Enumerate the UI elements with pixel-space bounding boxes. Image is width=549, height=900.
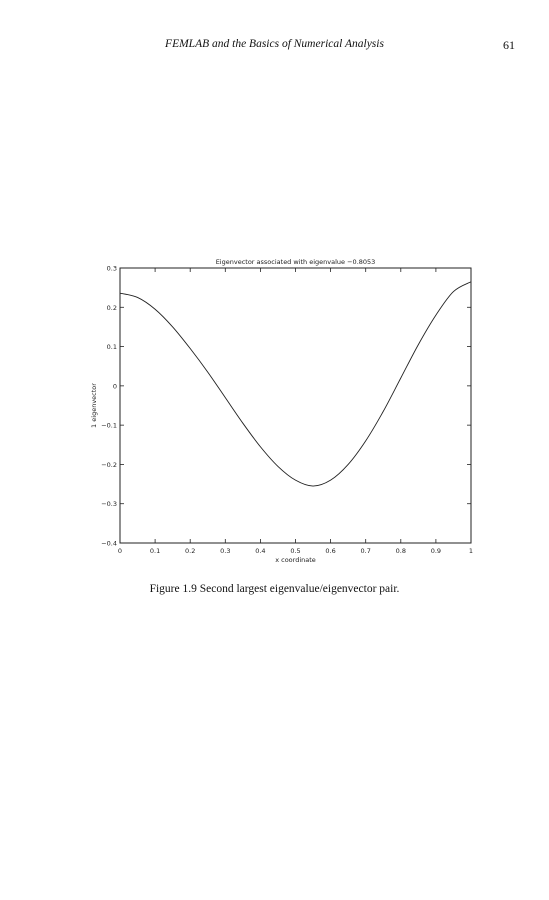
x-tick-label: 0.9 xyxy=(431,547,441,555)
running-title: FEMLAB and the Basics of Numerical Analy… xyxy=(165,38,384,50)
figure-caption: Figure 1.9 Second largest eigenvalue/eig… xyxy=(149,583,400,595)
plot-frame xyxy=(119,267,472,544)
y-tick-label: 0.2 xyxy=(107,304,117,312)
x-tick-label: 1 xyxy=(469,547,473,555)
x-tick-label: 0 xyxy=(118,547,122,555)
y-tick-label: −0.2 xyxy=(101,461,117,469)
figure: Eigenvector associated with eigenvalue −… xyxy=(80,255,480,575)
eigenvector-line xyxy=(119,281,472,487)
x-tick-label: 0.6 xyxy=(325,547,335,555)
y-tick-label: 0 xyxy=(113,382,117,390)
x-tick-label: 0.3 xyxy=(220,547,230,555)
chart-title: Eigenvector associated with eigenvalue −… xyxy=(216,258,376,266)
x-axis-label: x coordinate xyxy=(275,556,316,564)
x-tick-label: 0.7 xyxy=(361,547,371,555)
y-axis-label: 1 eigenvector xyxy=(90,383,98,428)
running-head: FEMLAB and the Basics of Numerical Analy… xyxy=(0,38,549,54)
y-tick-label: 0.1 xyxy=(107,343,117,351)
x-tick-label: 0.1 xyxy=(150,547,160,555)
y-tick-label: −0.4 xyxy=(101,540,117,548)
x-tick-label: 0.8 xyxy=(396,547,406,555)
eigenvector-chart: Eigenvector associated with eigenvalue −… xyxy=(90,258,473,564)
y-tick-label: −0.3 xyxy=(101,500,117,508)
page-number: 61 xyxy=(503,38,515,52)
x-tick-label: 0.4 xyxy=(255,547,265,555)
y-tick-label: −0.1 xyxy=(101,422,117,430)
x-tick-label: 0.5 xyxy=(290,547,300,555)
y-tick-label: 0.3 xyxy=(107,265,117,273)
x-tick-label: 0.2 xyxy=(185,547,195,555)
